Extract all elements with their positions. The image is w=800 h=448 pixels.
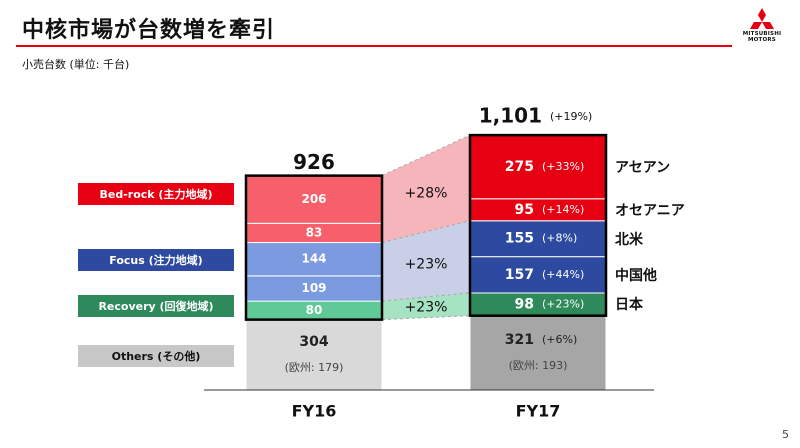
total-change-fy17: (+19%) [550, 110, 592, 123]
region-label-asean: アセアン [615, 159, 671, 176]
bar-fy17-asean [469, 134, 607, 200]
legend-others: Others (その他) [78, 345, 234, 367]
title-divider [16, 45, 732, 47]
legend-recovery: Recovery (回復地域) [78, 295, 234, 317]
legend-focus: Focus (注力地域) [78, 249, 234, 271]
total-label-fy16: 926 [293, 150, 335, 174]
bar-fy17-japan [469, 292, 607, 317]
logo-wordmark-line-1: MITSUBISHI [742, 31, 782, 37]
growth-label-focus: +23% [405, 256, 448, 272]
bar-sublabel-fy17-others: (欧州: 193) [509, 359, 568, 372]
region-label-japan: 日本 [615, 297, 643, 314]
connector-recovery [382, 293, 470, 320]
bar-fy17-oceania [469, 198, 607, 222]
bar-change-fy17-north-america: (+8%) [542, 232, 577, 245]
bar-change-fy17-japan: (+23%) [542, 297, 584, 310]
mitsubishi-logo-icon [750, 8, 774, 29]
chart-subtitle: 小売台数 (単位: 千台) [22, 58, 130, 71]
bar-label-fy17-north-america: 155 [505, 231, 534, 247]
bar-sublabel-fy16-others: (欧州: 179) [285, 361, 344, 374]
bar-fy16-asean [245, 175, 383, 224]
logo-wordmark: MITSUBISHI MOTORS [731, 31, 793, 43]
bar-change-fy17-others: (+6%) [542, 333, 577, 346]
bar-fy17-others [469, 315, 607, 391]
bar-fy16-north-america [245, 242, 383, 277]
connector-line-bottom-recovery [381, 315, 471, 321]
bar-label-fy16-others: 304 [299, 334, 328, 350]
bar-change-fy17-asean: (+33%) [542, 160, 584, 173]
bar-label-fy17-japan: 98 [515, 296, 534, 312]
region-label-north-america: 北米 [615, 231, 643, 248]
bar-label-fy16-asean: 206 [301, 192, 326, 206]
bar-label-fy17-oceania: 95 [515, 202, 534, 218]
bar-fy17-china-other [469, 256, 607, 294]
connector-focus [382, 220, 470, 302]
region-label-oceania: オセアニア [615, 202, 685, 219]
x-tick-fy17: FY17 [516, 402, 561, 421]
logo-wordmark-line-2: MOTORS [748, 37, 776, 43]
growth-label-recovery: +23% [405, 299, 448, 315]
growth-label-bedrock: +28% [405, 186, 448, 202]
connector-line-top-recovery [381, 292, 471, 302]
bar-label-fy16-japan: 80 [306, 303, 323, 317]
bar-label-fy17-asean: 275 [505, 159, 534, 175]
bar-change-fy17-china-other: (+44%) [542, 268, 584, 281]
region-label-china-other: 中国他 [615, 267, 657, 284]
bar-label-fy16-china-other: 109 [301, 281, 326, 295]
total-label-fy17: 1,101 [479, 104, 542, 128]
legend-bedrock: Bed-rock (主力地域) [78, 183, 234, 205]
page-number: 5 [782, 428, 789, 441]
bar-outline-fy16 [244, 174, 384, 321]
bar-fy17-north-america [469, 220, 607, 258]
bar-label-fy17-china-other: 157 [505, 267, 534, 283]
connector-line-top-bedrock [381, 134, 471, 177]
page-title: 中核市場が台数増を牽引 [22, 18, 276, 43]
bar-label-fy16-oceania: 83 [306, 225, 323, 239]
bar-change-fy17-oceania: (+14%) [542, 203, 584, 216]
bar-fy16-others [245, 319, 383, 391]
bar-outline-fy17 [468, 133, 608, 317]
connector-bedrock [382, 135, 470, 243]
bar-label-fy16-north-america: 144 [301, 252, 326, 266]
bar-label-fy17-others: 321 [505, 332, 534, 348]
x-tick-fy16: FY16 [292, 402, 337, 421]
